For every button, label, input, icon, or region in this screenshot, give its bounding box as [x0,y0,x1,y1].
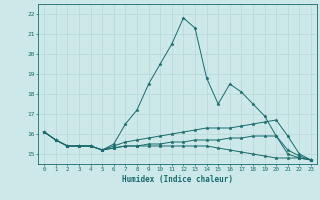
X-axis label: Humidex (Indice chaleur): Humidex (Indice chaleur) [122,175,233,184]
